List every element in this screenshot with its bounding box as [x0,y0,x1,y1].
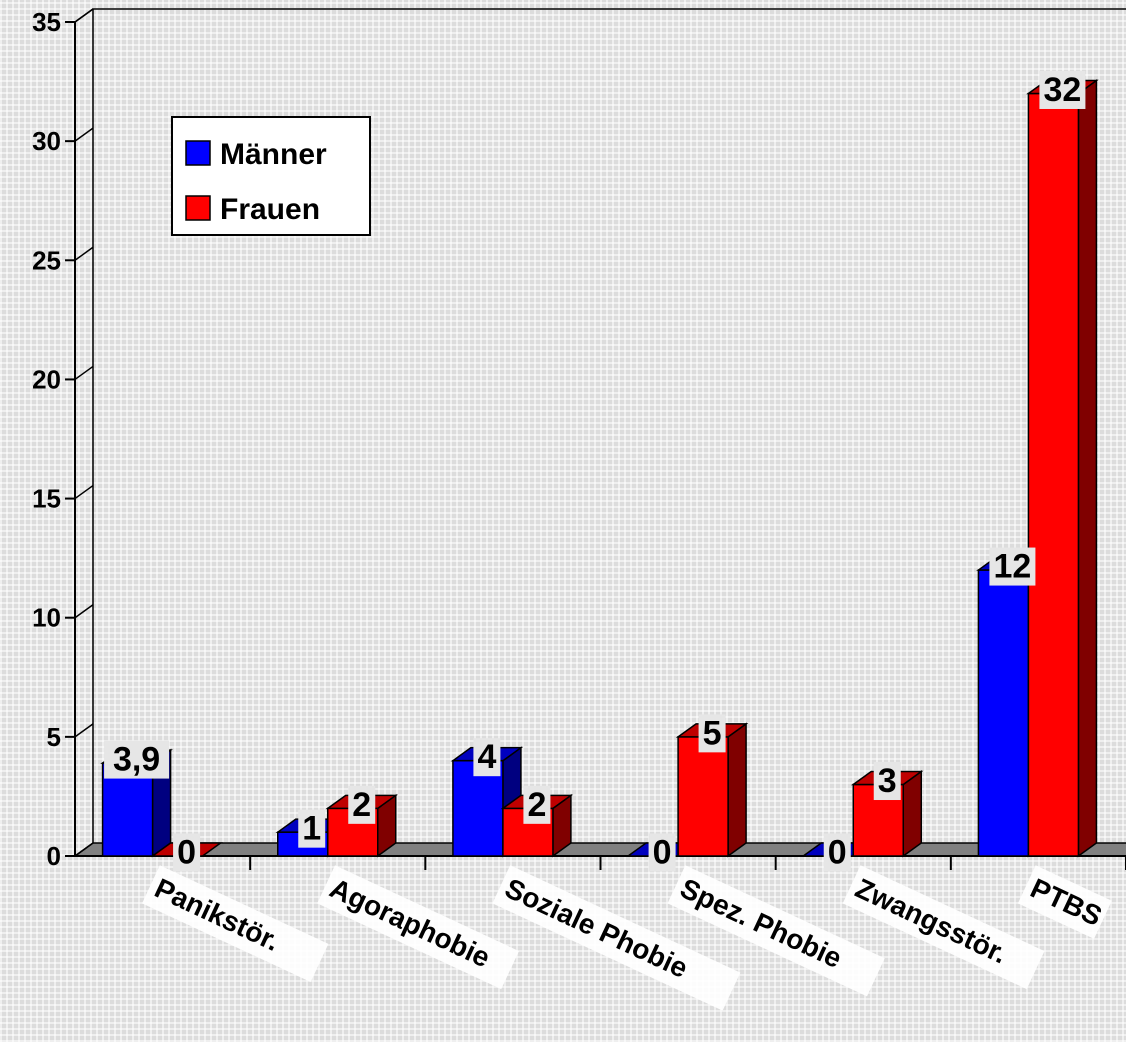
y-tick-label: 5 [47,722,61,752]
value-label-bg [873,762,901,801]
y-tick-label: 20 [32,364,61,394]
value-label-bg [173,833,201,872]
value-label: 0 [653,834,672,872]
category-label-bg [1017,865,1112,939]
value-label-bg [989,547,1036,586]
legend-label: Männer [220,138,327,171]
value-label: 2 [527,786,546,824]
value-label: 12 [994,548,1032,586]
y-tick-depth [74,127,94,142]
category-label-group: Agoraphobie [317,865,519,990]
y-tick-depth [74,604,94,619]
y-tick-depth [74,365,94,381]
bar-side [902,770,922,858]
value-label: 32 [1044,71,1082,109]
value-label-bg [523,785,551,824]
category-label-bg [317,865,519,990]
value-label: 3,9 [113,741,160,779]
bar-side [1077,79,1098,858]
chart-floor [72,842,1126,857]
category-label-bg [142,865,329,982]
value-label: 5 [703,714,722,752]
value-label-bg [473,738,501,777]
value-label: 4 [477,738,496,776]
bar [677,736,729,857]
value-label: 0 [828,834,847,872]
value-label-bg [823,833,851,872]
y-tick-depth [74,8,94,23]
value-label: 0 [177,834,196,872]
legend-swatch [185,140,211,166]
value-label-bg [648,833,676,872]
value-label-bg [104,740,170,779]
chart-category-labels: Panikstör. Agoraphobie Soziale PhobieSpez.… [142,865,1112,1011]
category-label-bg [492,865,741,1011]
y-tick-label: 15 [32,484,61,514]
y-tick-depth [74,484,94,500]
y-tick-depth [74,723,94,738]
y-tick-label: 10 [32,603,61,633]
category-label-group: PTBS [1017,865,1112,939]
category-label-bg [667,865,885,997]
value-label-bg [1039,70,1086,109]
bar [1027,92,1080,857]
category-label: Agoraphobie [325,872,495,973]
value-label: 2 [352,786,371,824]
legend-label: Frauen [220,193,320,226]
y-tick-label: 0 [47,841,61,871]
value-label: 3 [878,762,897,800]
category-label-bg [842,865,1045,990]
y-tick-label: 30 [32,126,61,156]
y-tick-label: 25 [32,245,61,275]
legend-swatch [185,195,211,221]
y-tick-label: 35 [32,7,61,37]
bar [452,759,504,857]
y-tick-depth [74,842,94,857]
bar [977,569,1030,857]
chart-legend: Männer Frauen [171,116,371,236]
bar-side [727,722,747,858]
value-label-bg [348,785,376,824]
category-label: Soziale Phobie [500,872,692,984]
value-label-bg [698,714,726,753]
category-label-group: Panikstör. [142,865,329,982]
y-tick-depth [74,246,94,261]
value-label-bg [298,809,326,848]
value-label: 1 [302,810,321,848]
